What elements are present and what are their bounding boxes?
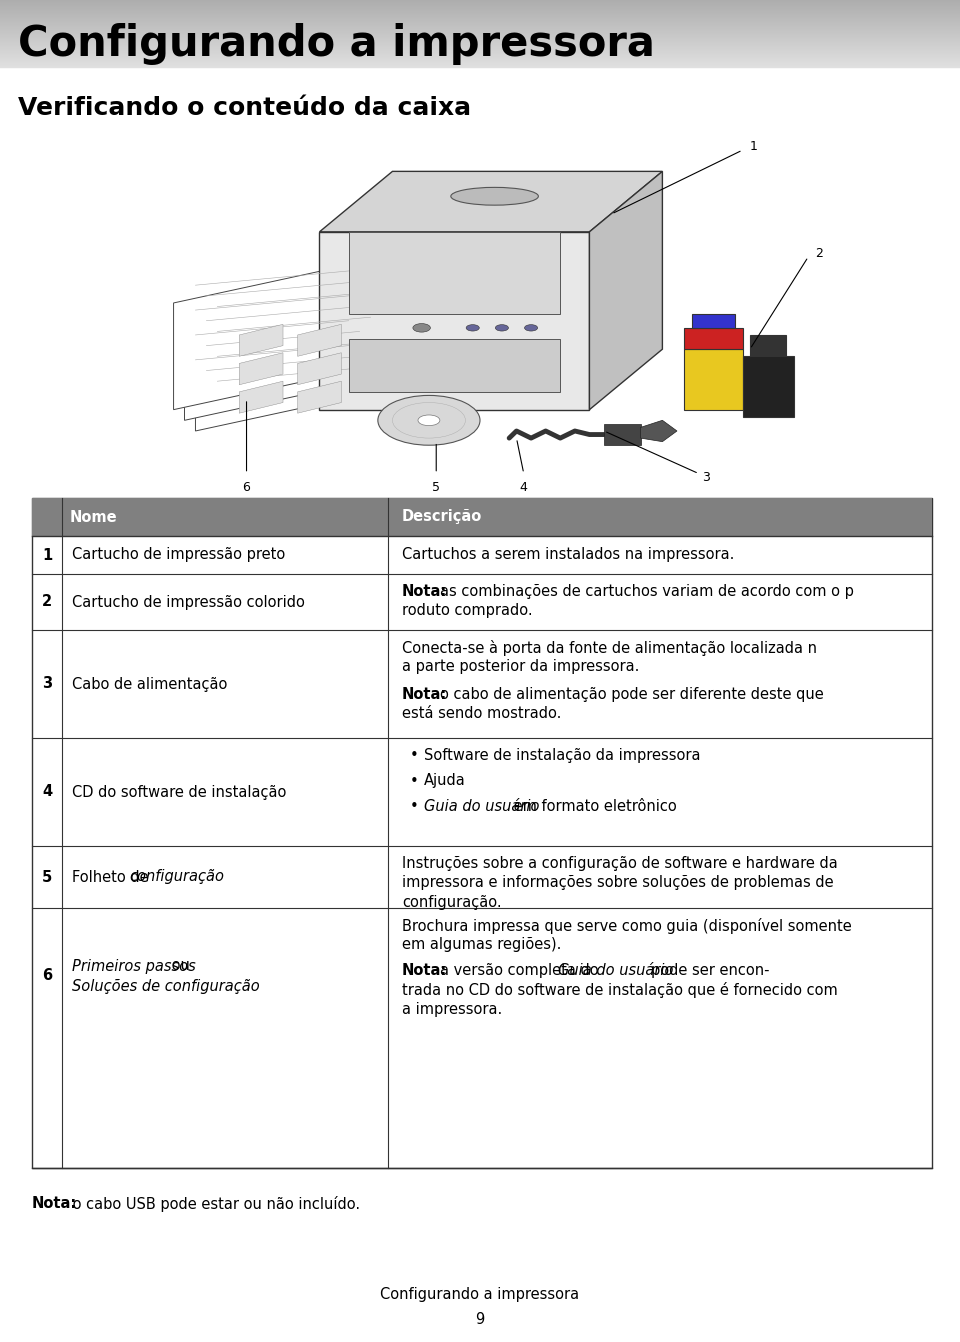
Text: o cabo USB pode estar ou não incluído.: o cabo USB pode estar ou não incluído. bbox=[68, 1196, 360, 1212]
Text: Nota:: Nota: bbox=[402, 964, 447, 978]
Polygon shape bbox=[320, 172, 662, 232]
Text: 6: 6 bbox=[42, 969, 52, 984]
Bar bbox=[32, 498, 932, 1168]
Polygon shape bbox=[298, 353, 342, 385]
Text: Descrição: Descrição bbox=[402, 510, 482, 525]
Text: 2: 2 bbox=[42, 595, 52, 609]
Text: a parte posterior da impressora.: a parte posterior da impressora. bbox=[402, 659, 639, 675]
Polygon shape bbox=[743, 356, 794, 417]
Text: configuração: configuração bbox=[129, 870, 224, 884]
Polygon shape bbox=[589, 172, 662, 409]
Text: Folheto de: Folheto de bbox=[72, 870, 154, 884]
Text: em formato eletrônico: em formato eletrônico bbox=[509, 798, 677, 815]
Polygon shape bbox=[298, 325, 342, 356]
Polygon shape bbox=[298, 381, 342, 413]
Text: Nome: Nome bbox=[70, 510, 118, 525]
Circle shape bbox=[524, 325, 538, 331]
Text: Nota:: Nota: bbox=[32, 1196, 77, 1210]
Circle shape bbox=[413, 323, 430, 331]
Circle shape bbox=[467, 325, 479, 331]
Text: 4: 4 bbox=[519, 480, 528, 494]
Polygon shape bbox=[750, 336, 786, 356]
Text: Configurando a impressora: Configurando a impressora bbox=[380, 1287, 580, 1303]
Polygon shape bbox=[348, 338, 561, 392]
Polygon shape bbox=[239, 381, 283, 413]
Text: roduto comprado.: roduto comprado. bbox=[402, 604, 533, 619]
Text: 3: 3 bbox=[42, 676, 52, 691]
Polygon shape bbox=[184, 271, 381, 420]
Text: 2: 2 bbox=[816, 247, 824, 259]
Polygon shape bbox=[320, 232, 589, 409]
Circle shape bbox=[418, 415, 440, 425]
Polygon shape bbox=[239, 325, 283, 356]
Text: Guia do usuário: Guia do usuário bbox=[424, 798, 540, 815]
Text: Nota:: Nota: bbox=[402, 584, 447, 599]
Text: pode ser encon-: pode ser encon- bbox=[651, 964, 770, 978]
Text: 5: 5 bbox=[432, 480, 441, 494]
Text: configuração.: configuração. bbox=[402, 895, 502, 910]
Polygon shape bbox=[239, 353, 283, 385]
Polygon shape bbox=[348, 232, 561, 314]
Text: •: • bbox=[410, 798, 419, 815]
Text: •: • bbox=[410, 747, 419, 764]
Ellipse shape bbox=[451, 188, 539, 205]
Text: o cabo de alimentação pode ser diferente deste que: o cabo de alimentação pode ser diferente… bbox=[440, 687, 828, 702]
Text: Software de instalação da impressora: Software de instalação da impressora bbox=[424, 747, 701, 764]
Text: impressora e informações sobre soluções de problemas de: impressora e informações sobre soluções … bbox=[402, 875, 833, 891]
Text: Cartucho de impressão colorido: Cartucho de impressão colorido bbox=[72, 595, 305, 609]
Text: CD do software de instalação: CD do software de instalação bbox=[72, 785, 286, 800]
Text: Conecta-se à porta da fonte de alimentação localizada n: Conecta-se à porta da fonte de alimentaç… bbox=[402, 640, 817, 656]
Text: Brochura impressa que serve como guia (disponível somente: Brochura impressa que serve como guia (d… bbox=[402, 918, 852, 934]
Polygon shape bbox=[640, 420, 677, 442]
Text: 1: 1 bbox=[42, 548, 52, 562]
Text: 6: 6 bbox=[243, 480, 251, 494]
Text: trada no CD do software de instalação que é fornecido com: trada no CD do software de instalação qu… bbox=[402, 982, 838, 998]
Text: Cartucho de impressão preto: Cartucho de impressão preto bbox=[72, 548, 285, 562]
Text: Configurando a impressora: Configurando a impressora bbox=[18, 23, 655, 64]
Polygon shape bbox=[684, 349, 743, 409]
Text: Instruções sobre a configuração de software e hardware da: Instruções sobre a configuração de softw… bbox=[402, 856, 838, 871]
Text: 4: 4 bbox=[42, 785, 52, 800]
Text: 5: 5 bbox=[42, 870, 52, 884]
Text: as combinações de cartuchos variam de acordo com o p: as combinações de cartuchos variam de ac… bbox=[440, 584, 853, 599]
Polygon shape bbox=[196, 282, 393, 431]
Bar bbox=[32, 498, 932, 535]
Polygon shape bbox=[684, 327, 743, 349]
Text: Guia do usuário: Guia do usuário bbox=[558, 964, 674, 978]
Text: 9: 9 bbox=[475, 1312, 485, 1327]
Polygon shape bbox=[691, 314, 735, 327]
Text: 1: 1 bbox=[750, 140, 757, 153]
Circle shape bbox=[378, 396, 480, 446]
Text: Cartuchos a serem instalados na impressora.: Cartuchos a serem instalados na impresso… bbox=[402, 548, 734, 562]
Text: Cabo de alimentação: Cabo de alimentação bbox=[72, 676, 228, 691]
Text: a impressora.: a impressora. bbox=[402, 1002, 502, 1017]
Text: •: • bbox=[410, 773, 419, 789]
Text: em algumas regiões).: em algumas regiões). bbox=[402, 938, 562, 953]
Polygon shape bbox=[174, 260, 371, 409]
Text: Soluções de configuração: Soluções de configuração bbox=[72, 978, 260, 993]
Text: está sendo mostrado.: está sendo mostrado. bbox=[402, 706, 562, 722]
Text: Verificando o conteúdo da caixa: Verificando o conteúdo da caixa bbox=[18, 97, 471, 119]
Circle shape bbox=[495, 325, 509, 331]
Text: Nota:: Nota: bbox=[402, 687, 447, 702]
Text: 3: 3 bbox=[702, 471, 710, 483]
Text: Ajuda: Ajuda bbox=[424, 773, 466, 789]
Text: ou: ou bbox=[167, 958, 195, 973]
Text: Primeiros passos: Primeiros passos bbox=[72, 958, 196, 973]
Polygon shape bbox=[604, 424, 640, 446]
Text: a versão completa do: a versão completa do bbox=[440, 964, 603, 978]
